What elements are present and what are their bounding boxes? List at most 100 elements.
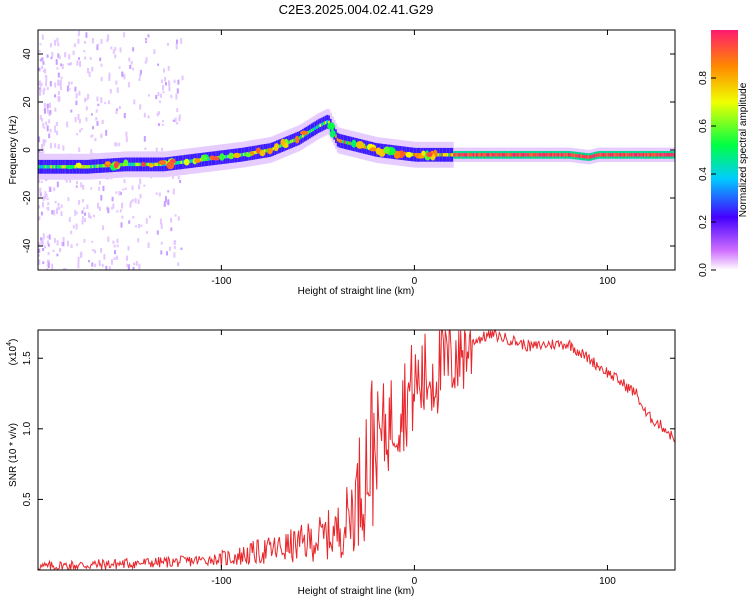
- noise-cell: [132, 199, 134, 202]
- ridge-core: [164, 162, 167, 166]
- ridge-core: [515, 153, 518, 157]
- noise-cell: [107, 37, 110, 41]
- noise-cell: [94, 263, 97, 267]
- snr-ytick-label: 0.5: [22, 492, 33, 506]
- snr-ylabel: SNR (10 * v/v): [8, 423, 19, 487]
- ridge-core: [100, 164, 103, 168]
- ridge-core: [659, 153, 663, 157]
- ridge-core: [524, 153, 527, 157]
- noise-cell: [60, 63, 63, 67]
- noise-cell: [85, 117, 88, 122]
- noise-cell: [79, 253, 82, 258]
- noise-cell: [84, 218, 86, 222]
- ridge-core: [319, 123, 322, 127]
- ridge-core: [647, 153, 650, 157]
- ridge-core: [145, 162, 148, 167]
- noise-cell: [132, 215, 135, 219]
- noise-cell: [40, 180, 43, 184]
- noise-cell: [57, 96, 60, 102]
- ridge-core: [147, 162, 150, 167]
- ridge-core: [175, 161, 178, 165]
- ridge-core: [489, 153, 492, 157]
- ridge-core: [58, 165, 61, 169]
- ridge-blob: [113, 162, 119, 169]
- noise-cell: [134, 198, 137, 204]
- figure-title: C2E3.2025.004.02.41.G29: [279, 2, 434, 17]
- ridge-core: [595, 153, 598, 157]
- ridge-core: [317, 124, 320, 128]
- noise-cell: [167, 199, 170, 206]
- noise-cell: [144, 147, 147, 150]
- noise-cell: [91, 38, 94, 44]
- noise-cell: [76, 243, 79, 246]
- noise-cell: [170, 94, 173, 99]
- ridge-blob: [280, 138, 286, 146]
- noise-cell: [168, 246, 171, 251]
- ridge-core: [486, 153, 489, 157]
- noise-cell: [54, 200, 57, 204]
- ridge-core: [336, 138, 339, 142]
- noise-cell: [39, 43, 42, 46]
- ridge-core: [493, 153, 496, 157]
- ridge-core: [189, 159, 192, 163]
- noise-cell: [139, 194, 142, 199]
- noise-cell: [139, 73, 142, 78]
- noise-cell: [46, 197, 49, 201]
- noise-cell: [68, 54, 71, 60]
- noise-cell: [115, 255, 118, 260]
- spectrogram-ytick-label: -20: [22, 190, 33, 205]
- ridge-blob: [228, 152, 235, 160]
- ridge-core: [97, 164, 100, 168]
- noise-cell: [119, 191, 122, 195]
- ridge-core: [335, 134, 338, 138]
- noise-cell: [80, 182, 83, 188]
- noise-cell: [114, 54, 117, 58]
- noise-cell: [107, 236, 110, 242]
- ridge-core: [190, 159, 194, 163]
- ridge-core: [569, 153, 572, 157]
- ridge-core: [635, 153, 638, 157]
- noise-cell: [57, 80, 60, 86]
- ridge-core: [599, 153, 602, 157]
- ridge-core: [253, 151, 256, 155]
- noise-cell: [73, 43, 76, 48]
- noise-cell: [143, 112, 146, 118]
- noise-cell: [96, 121, 99, 126]
- noise-cell: [42, 233, 45, 240]
- ridge-core: [477, 153, 480, 157]
- noise-cell: [66, 85, 69, 92]
- ridge-core: [621, 153, 624, 157]
- snr-xtick-label: 100: [599, 576, 616, 587]
- noise-cell: [89, 57, 92, 60]
- noise-cell: [91, 66, 94, 72]
- ridge-core: [576, 154, 579, 158]
- noise-cell: [125, 131, 128, 137]
- noise-cell: [61, 241, 64, 247]
- ridge-blob: [375, 147, 382, 155]
- noise-cell: [105, 129, 108, 136]
- ridge-core: [309, 129, 312, 134]
- noise-cell: [53, 209, 56, 216]
- ridge-core: [95, 164, 98, 168]
- ridge-core: [442, 153, 445, 157]
- noise-cell: [74, 116, 77, 123]
- ridge-blob: [351, 139, 357, 148]
- noise-cell: [168, 86, 171, 92]
- ridge-core: [446, 153, 449, 157]
- ridge-blob: [327, 122, 335, 130]
- ridge-core: [312, 127, 315, 132]
- ridge-core: [592, 154, 595, 158]
- noise-cell: [40, 58, 43, 62]
- ridge-core: [503, 153, 506, 157]
- spectrogram-xtick-label: -100: [211, 276, 231, 287]
- spectrogram-ridge: [38, 108, 675, 180]
- noise-cell: [123, 113, 126, 119]
- ridge-core: [46, 165, 49, 169]
- ridge-core: [578, 154, 581, 158]
- ridge-core: [597, 153, 600, 157]
- noise-cell: [84, 56, 87, 60]
- ridge-core: [177, 161, 180, 165]
- ridge-core: [651, 153, 654, 157]
- ridge-core: [580, 154, 583, 158]
- ridge-core: [64, 165, 67, 169]
